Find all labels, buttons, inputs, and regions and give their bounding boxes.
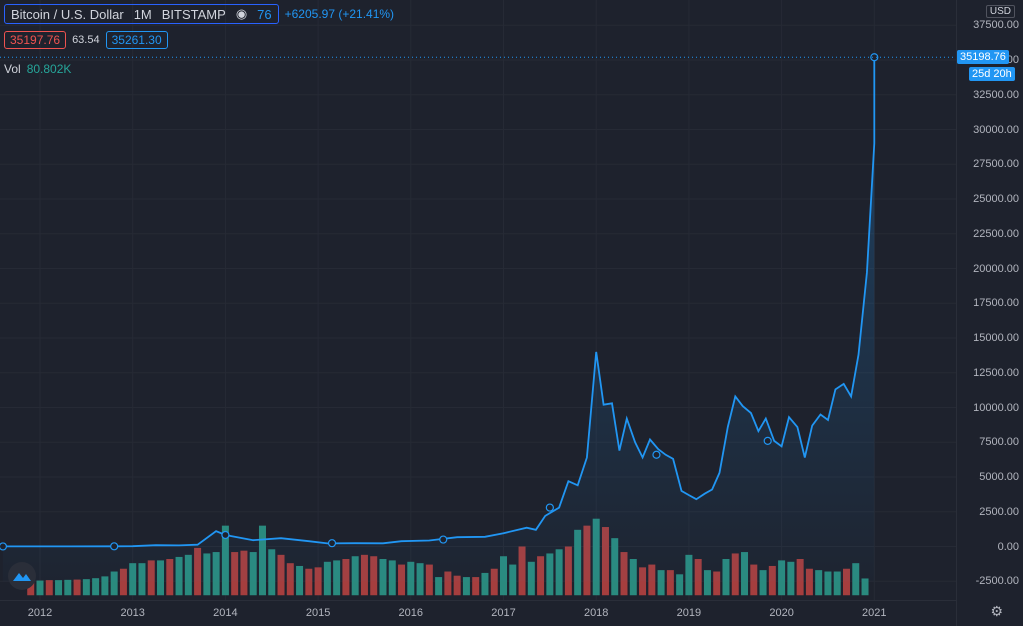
interval-label: 1M [133,6,152,22]
y-tick-label: 10000.00 [973,401,1019,414]
volume-bar [305,568,313,596]
volume-bar [73,579,81,596]
spread-value: 63.54 [72,34,100,46]
volume-legend: Vol 80.802K [4,62,71,76]
volume-bar [490,568,498,596]
y-tick-label: 7500.00 [979,436,1019,449]
event-marker [439,535,448,544]
volume-bar [833,571,841,596]
symbol-name: Bitcoin / U.S. Dollar [11,6,124,22]
volume-bar [666,570,674,596]
y-tick-label: 37500.00 [973,19,1019,32]
price-area [2,57,875,582]
countdown-tag: 25d 20h [969,67,1015,81]
y-tick-label: 12500.00 [973,366,1019,379]
settings-gear-icon[interactable]: ⚙ [990,603,1003,619]
exchange-label: BITSTAMP [161,6,226,22]
x-tick-label: 2016 [398,607,424,619]
volume-bar [453,575,461,596]
volume-bar [759,570,767,596]
volume-bar [703,570,711,596]
y-tick-label: 20000.00 [973,262,1019,275]
volume-label: Vol [4,62,21,76]
volume-bar [444,571,452,596]
y-tick-label: 32500.00 [973,88,1019,101]
volume-bar [824,571,832,596]
volume-bar [842,568,850,596]
x-tick-label: 2018 [583,607,609,619]
last-price-tag: 35198.76 [957,50,1009,64]
currency-badge[interactable]: USD [985,5,1015,18]
price-axis[interactable]: USD 37500.0035000.0032500.0030000.002750… [956,0,1023,626]
event-marker [763,436,772,445]
event-marker [0,542,8,551]
y-tick-label: 30000.00 [973,123,1019,136]
price-chart[interactable] [0,0,956,600]
y-tick-label: 22500.00 [973,227,1019,240]
volume-bar [119,568,127,596]
volume-bar [27,580,35,596]
volume-bar [92,578,100,596]
event-marker [870,53,879,62]
y-tick-label: 27500.00 [973,158,1019,171]
x-tick-label: 2015 [305,607,331,619]
x-tick-label: 2012 [27,607,53,619]
event-marker [545,503,554,512]
change-prefix: 76 [257,6,272,22]
event-marker [327,539,337,548]
volume-bar [101,576,109,596]
volume-bar [110,571,118,596]
volume-bar [639,567,647,596]
volume-bar [861,578,869,596]
y-tick-label: 0.00 [997,540,1019,553]
volume-bar [481,572,489,596]
volume-bar [713,571,721,596]
y-tick-label: 17500.00 [973,297,1019,310]
y-tick-label: -2500.00 [975,575,1019,588]
y-tick-label: 25000.00 [973,193,1019,205]
volume-bar [36,580,44,596]
volume-bar [805,568,813,596]
x-tick-label: 2017 [491,607,516,619]
volume-bar [462,577,470,596]
price-line [2,57,876,548]
symbol-selector[interactable]: Bitcoin / U.S. Dollar 1M BITSTAMP ◉ 76 [4,4,279,24]
volume-bar [657,570,665,596]
x-tick-label: 2014 [213,607,238,619]
bid-box[interactable]: 35197.76 [4,31,67,49]
volume-bar [435,577,443,596]
volume-bar [314,567,322,596]
change-value: +6205.97 (+21.41%) [284,7,395,21]
volume-bar [815,570,823,596]
y-tick-label: 2500.00 [979,505,1019,518]
eye-icon[interactable]: ◉ [235,6,248,21]
ask-box[interactable]: 35261.30 [105,31,168,49]
x-tick-label: 2021 [862,607,887,619]
y-tick-label: 5000.00 [979,471,1019,483]
event-marker [652,450,661,459]
time-axis[interactable]: 2012 2013 2014 2015 2016 2017 2018 2019 2020 2021 [0,600,956,626]
x-tick-label: 2019 [676,607,702,619]
bid-ask-legend: 35197.76 63.54 35261.30 [4,31,168,49]
symbol-legend: Bitcoin / U.S. Dollar 1M BITSTAMP ◉ 76 +… [4,4,394,24]
x-tick-label: 2013 [120,607,145,619]
logo-icon[interactable] [8,562,36,590]
volume-bar [64,579,72,596]
volume-value: 80.802K [26,62,72,76]
event-marker [110,542,119,551]
volume-bar [45,580,53,596]
volume-bar [82,579,90,596]
volume-bar [55,580,63,596]
event-marker [221,530,230,540]
y-tick-label: 15000.00 [973,332,1019,344]
volume-bar [676,574,684,596]
x-tick-label: 2020 [769,607,794,619]
volume-bar [472,577,480,596]
